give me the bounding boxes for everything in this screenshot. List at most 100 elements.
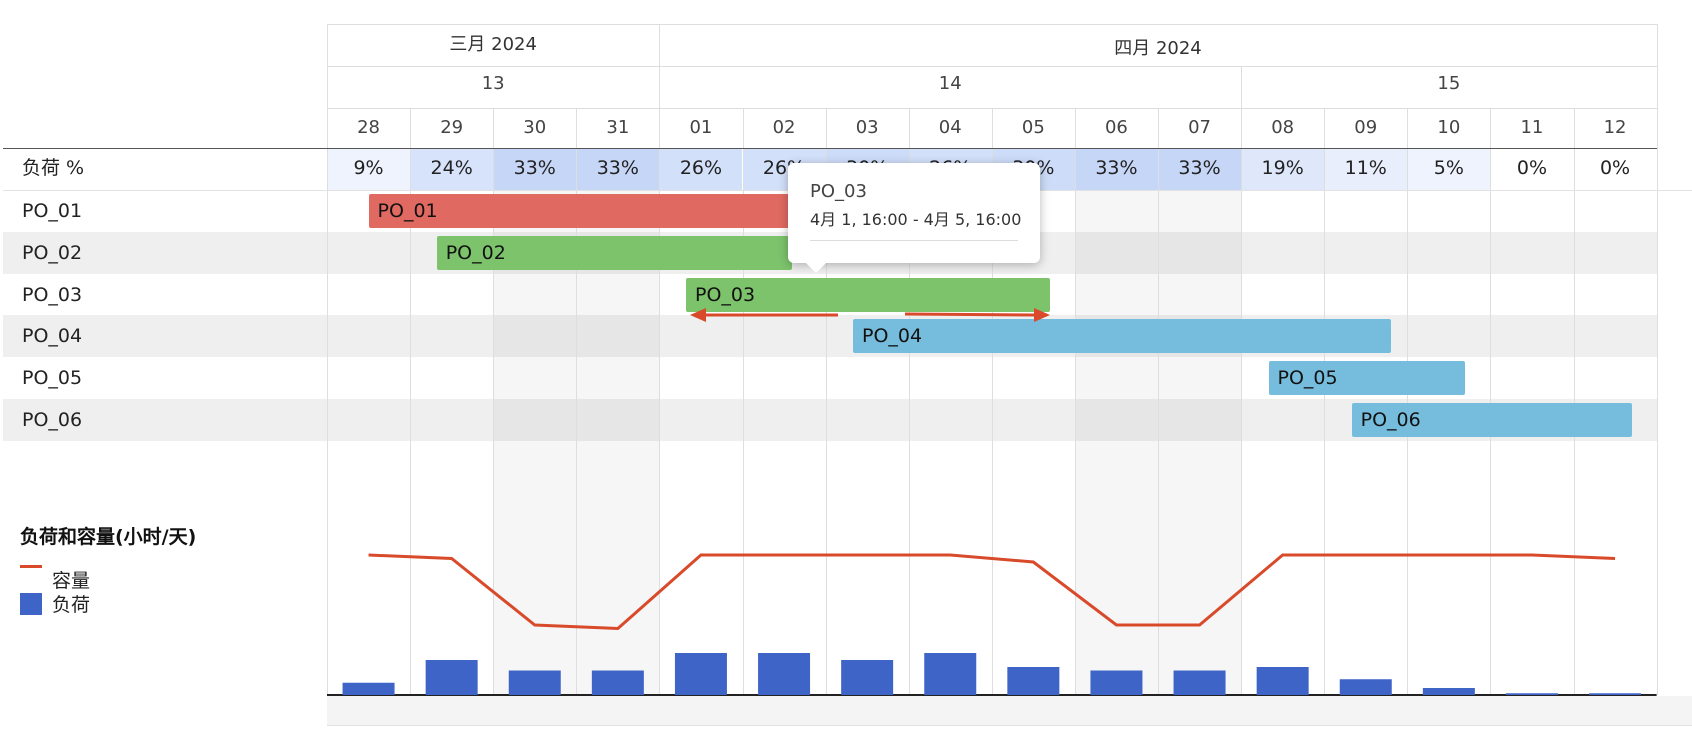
tooltip-title: PO_03: [810, 181, 867, 202]
day-label: 04: [938, 117, 962, 138]
load-bar: [591, 670, 644, 695]
load-bar: [1505, 693, 1558, 695]
header-line: [327, 66, 1657, 67]
load-cell-bg: [327, 149, 411, 190]
row-label-po_04: PO_04: [22, 325, 83, 348]
load-bar: [758, 653, 811, 695]
week-label: 15: [1437, 73, 1461, 94]
legend-load-label: 负荷: [52, 594, 91, 616]
load-percent: 33%: [596, 157, 639, 179]
task-bar-po_03[interactable]: PO_03: [685, 277, 1050, 312]
day-label: 12: [1603, 117, 1627, 138]
grid-line: [659, 24, 661, 695]
load-percent: 33%: [1095, 157, 1138, 179]
task-bar-po_04[interactable]: PO_04: [853, 319, 1391, 354]
row-label-po_06: PO_06: [22, 409, 83, 431]
day-label: 08: [1271, 117, 1295, 138]
legend-capacity-label: 容量: [52, 570, 91, 592]
grid-line: [1490, 108, 1492, 695]
legend-load: 负荷: [20, 590, 90, 617]
load-percent: 19%: [1261, 157, 1304, 179]
load-bar: [508, 670, 561, 695]
load-cell-bg: [659, 149, 743, 190]
load-bar: [342, 682, 395, 695]
month-label: 四月 2024: [1114, 38, 1202, 59]
day-label: 09: [1354, 117, 1378, 138]
capacity-line-icon: [20, 565, 42, 568]
load-percent: 33%: [513, 157, 556, 179]
tooltip-range: 4月 1, 16:00 - 4月 5, 16:00: [810, 210, 1022, 229]
day-label: 07: [1188, 117, 1211, 138]
load-percent: 0%: [1516, 157, 1548, 179]
grid-line: [1573, 108, 1575, 695]
load-square-icon: [20, 592, 42, 615]
day-label: 28: [357, 117, 380, 138]
load-cell-bg: [1407, 149, 1491, 190]
grid-line: [825, 108, 827, 695]
grid-line: [1407, 108, 1409, 695]
load-cell-bg: [576, 149, 660, 190]
week-label: 13: [481, 73, 505, 94]
grid-line: [1656, 24, 1658, 695]
load-cell-bg: [1158, 149, 1242, 190]
header-line: [327, 24, 1657, 25]
load-bar: [841, 660, 894, 695]
row-label-po_03: PO_03: [22, 283, 83, 306]
header-line: [327, 108, 1657, 109]
grid-line: [1158, 108, 1159, 695]
load-bar: [425, 660, 478, 695]
day-label: 31: [606, 117, 630, 138]
load-cell-bg: [1074, 149, 1158, 190]
row-label-po_05: PO_05: [22, 367, 83, 390]
load-cell-bg: [1241, 149, 1325, 190]
resize-left-arrow-icon[interactable]: [690, 308, 838, 322]
row-label-po_01: PO_01: [22, 200, 83, 222]
day-label: 01: [689, 117, 713, 138]
horizontal-scrollbar[interactable]: [327, 696, 1692, 726]
tooltip-divider: [810, 240, 1018, 241]
load-percent: 0%: [1599, 157, 1631, 179]
day-label: 06: [1104, 117, 1128, 138]
resize-right-arrow-icon[interactable]: [904, 308, 1050, 322]
task-bar-po_06[interactable]: PO_06: [1351, 403, 1632, 437]
grid-line: [1241, 66, 1243, 695]
header-bottom-line: [3, 148, 1657, 149]
legend-capacity: 容量: [20, 562, 91, 592]
grid-line: [327, 24, 328, 695]
task-bar-po_05[interactable]: PO_05: [1268, 361, 1466, 396]
task-tooltip: PO_03 4月 1, 16:00 - 4月 5, 16:00: [788, 163, 1040, 273]
load-cell-bg: [1490, 149, 1574, 190]
left-panel: [0, 442, 327, 642]
grid-line: [908, 108, 910, 695]
timeline-header: 三月 2024 四月 2024 13 14 15 28 29 30 31 01 02 03 04 05 06…: [0, 0, 1692, 150]
load-bar: [1422, 688, 1475, 695]
grid-line: [1074, 108, 1076, 695]
day-label: 11: [1520, 117, 1544, 138]
task-rows: PO_01 PO_01 PO_02 PO_02 PO_03 PO_03 PO_04 PO_04…: [0, 190, 1692, 442]
load-cell-bg: [493, 149, 577, 190]
tooltip-pointer: [806, 263, 826, 273]
load-percent: 11%: [1344, 157, 1387, 179]
day-label: 05: [1021, 117, 1045, 138]
load-cell-bg: [410, 149, 494, 190]
grid-line: [742, 108, 744, 695]
load-bar: [1090, 670, 1143, 695]
grid-line: [493, 108, 495, 695]
day-label: 29: [440, 117, 464, 138]
task-bar-po_01[interactable]: PO_01: [368, 194, 793, 228]
load-percent: 24%: [430, 157, 473, 179]
day-label: 02: [772, 117, 796, 138]
load-bar: [1007, 667, 1060, 695]
load-bar: [1173, 670, 1226, 695]
load-bar: [1339, 679, 1392, 695]
load-bar: [924, 653, 977, 695]
day-label: 30: [523, 117, 547, 138]
load-percent: 26%: [679, 157, 723, 179]
load-cell-bg: [1324, 149, 1408, 190]
task-bar-po_02[interactable]: PO_02: [436, 235, 793, 270]
load-percent: 33%: [1178, 157, 1221, 179]
grid-line: [991, 108, 993, 695]
grid-line: [1324, 108, 1326, 695]
